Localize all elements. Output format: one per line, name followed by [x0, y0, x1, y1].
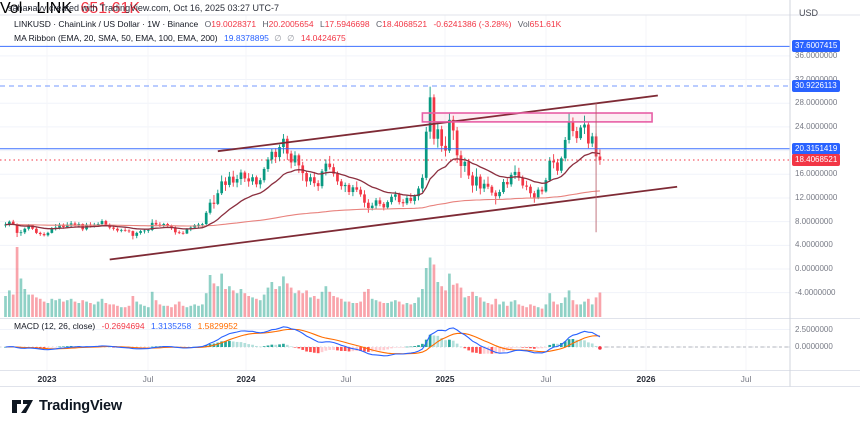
- price-tick-label: 12.0000000: [795, 192, 838, 202]
- macd-pane: [4, 326, 602, 357]
- volume-study-value: 651.61K: [80, 0, 141, 17]
- macd-title[interactable]: MACD (12, 26, close): [14, 321, 96, 331]
- price-tick-label: 24.0000000: [795, 121, 838, 131]
- ma-ribbon-legend-row[interactable]: MA Ribbon (EMA, 20, SMA, 50, EMA, 100, E…: [14, 32, 561, 46]
- trend-line: [109, 185, 678, 261]
- price-tick-label: 16.0000000: [795, 169, 838, 179]
- tradingview-logo-text: TradingView: [39, 398, 122, 414]
- ema200-value: 14.0424675: [300, 33, 346, 43]
- volume-study-title[interactable]: Vol · LINK: [0, 0, 73, 17]
- price-tick-label: 8.0000000: [795, 216, 833, 226]
- volume-label: Vol: [517, 19, 530, 29]
- ema100-value: ∅: [287, 33, 295, 43]
- high-label: H: [262, 19, 269, 29]
- change-value: -0.6241386 (-3.28%): [433, 19, 512, 29]
- instrument-title[interactable]: LINKUSD · ChainLink / US Dollar · 1W · B…: [14, 19, 199, 29]
- volume-value: 651.61K: [529, 19, 562, 29]
- low-label: L: [319, 19, 325, 29]
- ma-ribbon-title[interactable]: MA Ribbon (EMA, 20, SMA, 50, EMA, 100, E…: [14, 33, 218, 43]
- price-tick-label: 4.0000000: [795, 240, 833, 250]
- price-tick-label: 32.0000000: [795, 75, 837, 85]
- open-label: O: [204, 19, 212, 29]
- price-tick-label: 28.0000000: [795, 98, 838, 108]
- close-value: 18.4068521: [382, 19, 428, 29]
- candlesticks: [4, 86, 602, 240]
- time-tick-label: 2026: [636, 374, 656, 384]
- macd-legend-row[interactable]: MACD (12, 26, close) -0.2694694 1.313525…: [14, 321, 238, 331]
- tradingview-logo-icon: [12, 399, 33, 413]
- low-value: 17.5946698: [324, 19, 370, 29]
- ema20-value: 19.8378895: [224, 33, 269, 43]
- volume-legend-row[interactable]: Vol · LINK 651.61K: [0, 0, 860, 18]
- high-value: 20.2005654: [268, 19, 314, 29]
- close-label: C: [376, 19, 383, 29]
- macd-hist-value: -0.2694694: [101, 321, 145, 331]
- price-scale-currency[interactable]: USD: [799, 8, 819, 18]
- price-level-tag: 30.9226113: [792, 79, 840, 92]
- ema20-line: [5, 151, 601, 230]
- volume-bars: [4, 247, 602, 317]
- macd-line: [5, 326, 601, 357]
- time-tick-label: Jul: [540, 374, 552, 384]
- time-tick-label: 2023: [37, 374, 57, 384]
- time-tick-label: Jul: [740, 374, 752, 384]
- price-tick-label: 36.0000000: [795, 50, 838, 60]
- macd-signal-line: [5, 328, 600, 355]
- time-tick-label: Jul: [340, 374, 352, 384]
- price-level-tag: 20.3151419: [792, 142, 841, 155]
- open-value: 19.0028371: [211, 19, 257, 29]
- macd-signal-value: 1.5829952: [197, 321, 238, 331]
- macd-line-value: 1.3135258: [151, 321, 192, 331]
- chart-legend[interactable]: LINKUSD · ChainLink / US Dollar · 1W · B…: [14, 18, 561, 46]
- macd-tick-label: 0.0000000: [795, 342, 833, 351]
- price-level-tag: 37.6007415: [792, 40, 841, 53]
- watermark: sahanavv created with TradingView.com, O…: [8, 3, 279, 13]
- macd-last-dot: [598, 346, 602, 350]
- symbol-legend-row[interactable]: LINKUSD · ChainLink / US Dollar · 1W · B…: [14, 18, 561, 32]
- time-tick-label: Jul: [142, 374, 154, 384]
- price-tick-label: 0.0000000: [795, 264, 833, 273]
- time-tick-label: 2024: [236, 374, 256, 384]
- price-level-tag: 18.4068521: [792, 154, 841, 167]
- resistance-zone-box: [421, 112, 653, 123]
- tradingview-logo[interactable]: TradingView: [12, 398, 122, 414]
- gridlines: [0, 15, 790, 370]
- time-tick-label: 2025: [435, 374, 455, 384]
- macd-tick-label: 2.5000000: [795, 324, 833, 334]
- trend-line: [217, 94, 658, 153]
- sma50-value: ∅: [274, 33, 282, 43]
- price-tick-label: -4.0000000: [795, 287, 836, 297]
